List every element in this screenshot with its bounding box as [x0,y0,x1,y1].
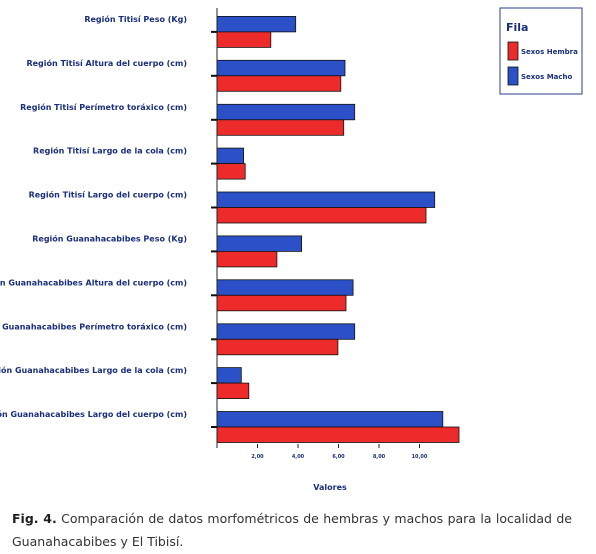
bar-hembra-2 [216,119,345,136]
category-label-6: Región Guanahacabibes Altura del cuerpo … [0,277,187,287]
legend: Fila Sexos Hembra Sexos Macho [499,7,583,95]
x-axis-ticks: 2,00 4,00 6,00 8,00 10,00 [251,444,428,460]
bars [216,15,460,443]
category-labels: Región Titisí Peso (Kg) Región Titisí Alt… [0,14,187,419]
bar-macho-5 [216,235,302,252]
x-tick-label-1: 4,00 [292,454,305,460]
bar-chart: Región Titisí Peso (Kg) Región Titisí Alt… [0,7,583,492]
legend-swatch-macho [507,66,519,86]
bar-hembra-0 [216,31,272,48]
x-axis-title: Valores [313,483,347,492]
category-label-5: Región Guanahacabibes Peso (Kg) [32,233,187,243]
category-label-0: Región Titisí Peso (Kg) [84,14,187,24]
bar-hembra-7 [216,338,339,356]
legend-swatch-hembra [507,41,519,61]
category-label-8: Región Guanahacabibes Largo de la cola (… [0,365,187,375]
category-label-4: Región Titisí Largo del cuerpo (cm) [29,190,187,200]
bar-hembra-4 [216,207,427,224]
category-label-7: Región Guanahacabibes Perímetro toráxico… [0,321,187,331]
x-tick-label-3: 8,00 [373,454,386,460]
figure-caption: Fig. 4. Comparación de datos morfométric… [12,507,572,553]
x-tick-label-0: 2,00 [251,454,264,460]
bar-macho-4 [216,191,436,208]
bar-macho-3 [216,147,245,165]
bar-macho-8 [216,367,242,384]
category-label-1: Región Titisí Altura del cuerpo (cm) [26,58,187,68]
x-tick-label-4: 10,00 [412,454,428,460]
bar-macho-6 [216,279,354,296]
legend-title: Fila [506,21,528,34]
x-tick-label-2: 6,00 [332,454,345,460]
bar-macho-9 [216,411,444,428]
bar-hembra-9 [216,426,460,443]
caption-label: Fig. 4. [12,511,57,526]
bar-macho-7 [216,323,356,340]
bar-hembra-1 [216,75,342,92]
axes: 2,00 4,00 6,00 8,00 10,00 [211,8,428,460]
bar-macho-0 [216,15,297,33]
bar-hembra-3 [216,163,246,180]
bar-hembra-8 [216,382,250,400]
bar-hembra-5 [216,250,278,268]
bar-macho-2 [216,103,356,121]
legend-label-macho: Sexos Macho [521,73,573,81]
category-label-9: Región Guanahacabibes Largo del cuerpo (… [0,409,187,419]
category-label-2: Región Titisí Perímetro toráxico (cm) [20,102,187,112]
category-label-3: Región Titisí Largo de la cola (cm) [33,146,187,156]
caption-text: Comparación de datos morfométricos de he… [12,511,572,549]
bar-hembra-6 [216,294,347,312]
bar-macho-1 [216,59,346,77]
y-axis-ticks [211,30,217,428]
legend-label-hembra: Sexos Hembra [521,48,578,56]
